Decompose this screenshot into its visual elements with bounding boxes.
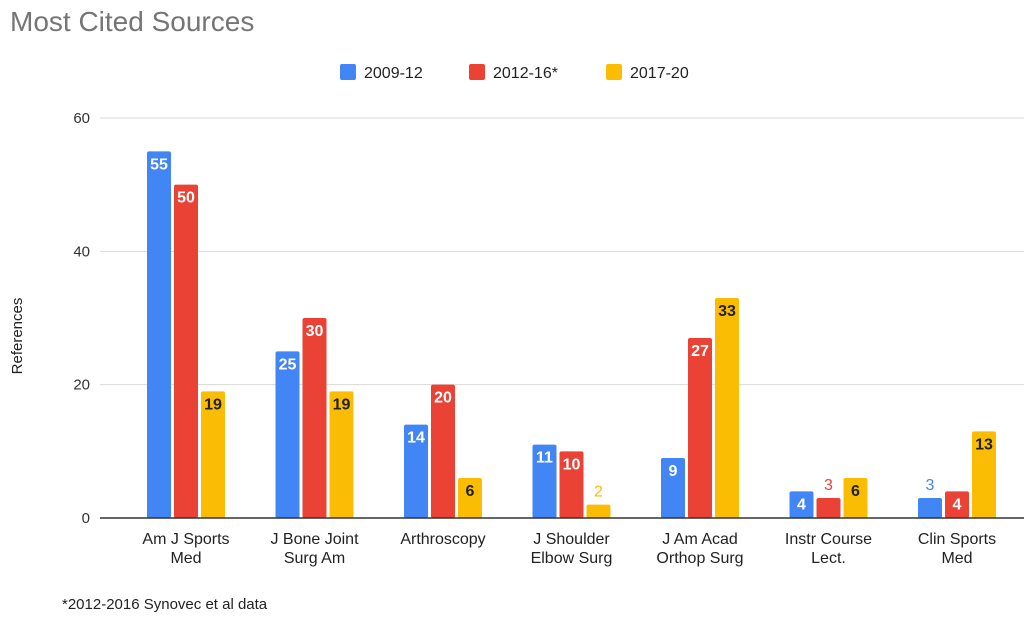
bar[interactable] <box>458 478 482 518</box>
data-label-halo: 30 <box>306 323 324 340</box>
data-label: 33 <box>718 303 736 320</box>
data-label-halo: 4 <box>797 496 806 513</box>
data-label: 10 <box>563 456 581 473</box>
data-label: 14 <box>407 430 425 447</box>
legend-swatch[interactable] <box>340 64 356 80</box>
data-label: 55 <box>150 156 168 173</box>
legend[interactable]: 2009-12 2012-16* 2017-20 <box>340 64 689 82</box>
x-tick-label: Elbow Surg <box>531 550 613 567</box>
data-label: 11 <box>536 450 553 467</box>
data-label: 2 <box>594 484 603 501</box>
x-tick-label: J Bone Joint <box>270 531 359 548</box>
bar[interactable] <box>789 491 814 518</box>
y-tick-label: 20 <box>73 377 90 394</box>
bar[interactable] <box>201 391 225 518</box>
bar[interactable] <box>972 431 996 518</box>
data-label-halo: 9 <box>669 463 678 480</box>
data-label-halo: 13 <box>975 436 993 453</box>
bar[interactable] <box>431 384 455 518</box>
x-tick-label: Arthroscopy <box>400 531 485 548</box>
bar-group <box>147 151 996 519</box>
x-tick-label: Clin Sports <box>918 531 996 548</box>
bar[interactable] <box>661 458 685 518</box>
bar[interactable] <box>715 298 739 518</box>
y-tick-label: 60 <box>73 110 90 127</box>
data-label: 25 <box>279 356 297 373</box>
data-label-halo: 14 <box>407 430 425 447</box>
data-label-halo: 50 <box>177 190 195 207</box>
bar[interactable] <box>404 424 428 518</box>
data-label-halo: 20 <box>434 390 452 407</box>
data-label-halo: 6 <box>466 483 475 500</box>
bar[interactable] <box>816 498 841 518</box>
gridlines <box>100 117 1024 386</box>
x-tick-label: Med <box>941 550 972 567</box>
data-label-halo: 11 <box>536 450 553 467</box>
bar[interactable] <box>586 504 611 518</box>
data-label-halo: 25 <box>279 356 297 373</box>
data-label: 9 <box>669 463 678 480</box>
x-tick-label: J Am Acad <box>662 531 738 548</box>
data-label: 19 <box>204 396 222 413</box>
bar[interactable] <box>918 498 942 518</box>
data-label-halo: 27 <box>691 343 709 360</box>
data-label: 19 <box>333 396 351 413</box>
chart-title: Most Cited Sources <box>10 6 255 37</box>
bar[interactable] <box>174 184 198 518</box>
data-label: 6 <box>466 483 475 500</box>
y-axis-label: References <box>9 298 26 375</box>
data-label-halo: 4 <box>953 496 962 513</box>
legend-swatch[interactable] <box>469 64 485 80</box>
data-label: 3 <box>926 477 935 494</box>
y-tick-label: 40 <box>73 243 90 260</box>
bar[interactable] <box>688 338 712 518</box>
legend-label[interactable]: 2009-12 <box>364 65 423 82</box>
bar[interactable] <box>532 444 557 518</box>
x-tick-label: Lect. <box>811 550 846 567</box>
data-label: 13 <box>975 436 993 453</box>
bar[interactable] <box>559 451 584 518</box>
x-tick-label: Orthop Surg <box>656 550 743 567</box>
legend-label[interactable]: 2012-16* <box>493 65 558 82</box>
legend-swatch[interactable] <box>606 64 622 80</box>
data-label: 27 <box>691 343 709 360</box>
data-label: 20 <box>434 390 452 407</box>
bar[interactable] <box>329 391 354 518</box>
data-label-halo: 10 <box>563 456 581 473</box>
x-tick-label: Surg Am <box>284 550 345 567</box>
footnote: *2012-2016 Synovec et al data <box>62 596 268 613</box>
bar[interactable] <box>147 151 171 519</box>
x-tick-label: J Shoulder <box>533 531 610 548</box>
data-label: 3 <box>824 477 833 494</box>
x-tick-label: Am J Sports <box>142 531 229 548</box>
x-tick-label: Med <box>170 550 201 567</box>
data-label: 50 <box>177 190 195 207</box>
data-label: 6 <box>851 483 860 500</box>
data-label-halo: 19 <box>333 396 351 413</box>
legend-label[interactable]: 2017-20 <box>630 65 689 82</box>
data-label: 4 <box>797 496 806 513</box>
data-label-halo: 55 <box>150 156 168 173</box>
bar[interactable] <box>843 478 868 518</box>
bar[interactable] <box>275 351 300 518</box>
axes: 0 20 40 60 Am J Sports Med J Bone Joint Surg Am… <box>73 110 1024 567</box>
y-tick-label: 0 <box>82 510 90 527</box>
bar[interactable] <box>945 491 969 518</box>
data-label: 4 <box>953 496 962 513</box>
data-label-halo: 33 <box>718 303 736 320</box>
data-label-halo: 6 <box>851 483 860 500</box>
data-label-halo: 19 <box>204 396 222 413</box>
data-label: 30 <box>306 323 324 340</box>
x-tick-label: Instr Course <box>785 531 872 548</box>
bar[interactable] <box>302 318 327 518</box>
